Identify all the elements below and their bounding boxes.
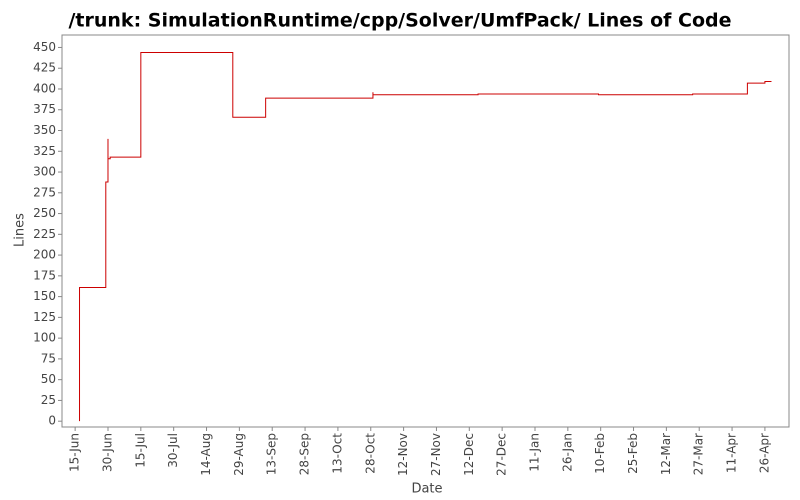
y-tick-label: 175 [33, 268, 56, 282]
y-axis-label: Lines [13, 213, 28, 247]
x-tick-label: 12-Nov [396, 433, 410, 476]
x-tick-label: 13-Sep [265, 433, 279, 475]
y-tick-label: 400 [33, 81, 56, 95]
x-tick-label: 30-Jul [166, 433, 180, 468]
x-tick-label: 26-Apr [757, 433, 771, 473]
x-tick-label: 14-Aug [199, 433, 213, 476]
y-tick-label: 250 [33, 206, 56, 220]
x-tick-label: 13-Oct [330, 433, 344, 474]
line [79, 51, 772, 422]
x-tick-label: 11-Apr [725, 433, 739, 473]
x-tick-label: 10-Feb [593, 433, 607, 474]
x-axis-label: Date [411, 482, 442, 497]
y-tick-label: 125 [33, 310, 56, 324]
x-tick-label: 30-Jun [100, 433, 114, 472]
x-tick-label: 15-Jul [133, 433, 147, 468]
y-tick-label: 300 [33, 165, 56, 179]
x-tick-label: 12-Dec [462, 433, 476, 476]
y-tick-label: 425 [33, 61, 56, 75]
y-tick-label: 450 [33, 40, 56, 54]
y-tick-label: 325 [33, 144, 56, 158]
x-tick-label: 26-Jan [560, 433, 574, 472]
y-tick-label: 200 [33, 248, 56, 262]
y-tick-label: 150 [33, 289, 56, 303]
x-tick-label: 25-Feb [626, 433, 640, 474]
y-tick-label: 75 [41, 351, 56, 365]
x-tick-label: 12-Mar [659, 433, 673, 475]
y-tick-label: 275 [33, 185, 56, 199]
x-tick-label: 29-Aug [232, 433, 246, 476]
chart-title: /trunk: SimulationRuntime/cpp/Solver/Umf… [68, 10, 731, 32]
x-tick-label: 27-Mar [692, 433, 706, 475]
y-tick-label: 50 [41, 372, 56, 386]
y-tick-label: 225 [33, 227, 56, 241]
x-tick-label: 11-Jan [527, 433, 541, 472]
x-tick-label: 27-Dec [495, 433, 509, 476]
x-tick-label: 15-Jun [68, 433, 82, 472]
y-tick-label: 0 [48, 414, 56, 428]
y-tick-label: 25 [41, 393, 56, 407]
y-tick-label: 350 [33, 123, 56, 137]
x-tick-label: 27-Nov [429, 433, 443, 476]
x-tick-label: 28-Oct [363, 433, 377, 474]
y-tick-label: 375 [33, 102, 56, 116]
plot-area [61, 34, 790, 428]
y-tick-label: 100 [33, 331, 56, 345]
x-tick-label: 28-Sep [298, 433, 312, 475]
